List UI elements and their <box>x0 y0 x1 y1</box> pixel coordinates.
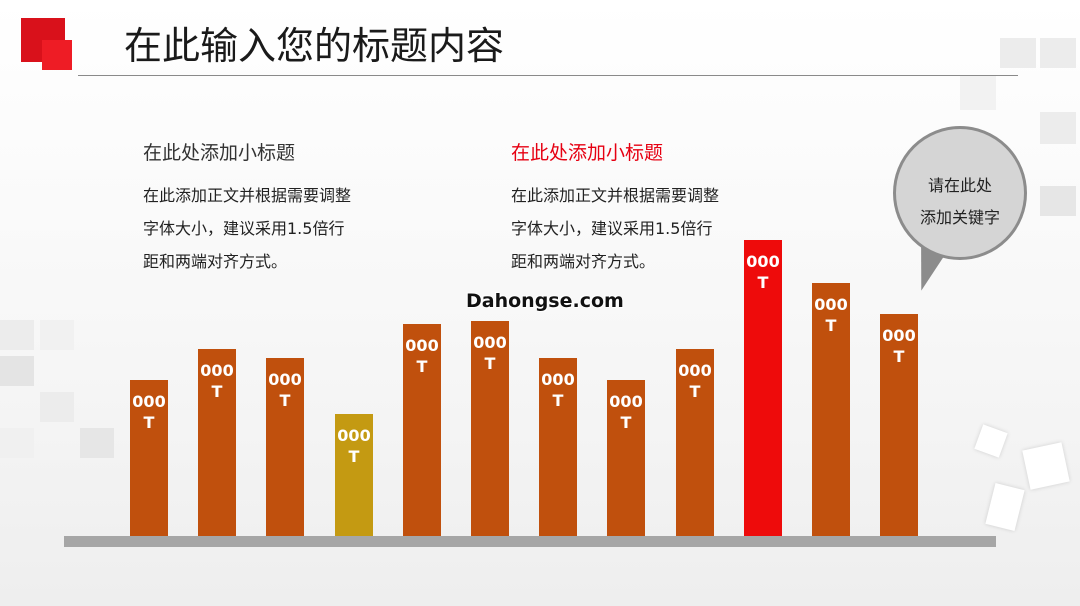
chart-bar: 000 T <box>471 321 509 536</box>
chart-bar: 000 T <box>130 380 168 536</box>
chart-bar: 000 T <box>676 349 714 536</box>
bar-label: T <box>143 413 155 432</box>
watermark-text: Dahongse.com <box>466 290 624 312</box>
bar-label: 000 <box>814 295 848 314</box>
bar-label: 000 <box>609 392 643 411</box>
bar-label: T <box>893 347 905 366</box>
bar-label: 000 <box>337 426 371 445</box>
left-body-line: 在此添加正文并根据需要调整 <box>143 186 352 205</box>
bar-label: 000 <box>541 370 575 389</box>
chart-bar: 000 T <box>198 349 236 536</box>
logo-square-front <box>42 40 72 70</box>
bar-label: T <box>552 391 564 410</box>
bar-label: T <box>620 413 632 432</box>
chart-bar: 000 T <box>744 240 782 536</box>
chart-bar: 000 T <box>607 380 645 536</box>
bar-label: T <box>757 273 769 292</box>
right-body-line: 在此添加正文并根据需要调整 <box>511 186 720 205</box>
bar-label: 000 <box>132 392 166 411</box>
bubble-line: 请在此处 <box>927 176 992 195</box>
paper-decoration <box>985 482 1025 532</box>
bar-label: 000 <box>473 333 507 352</box>
chart-baseline-shelf <box>64 536 996 547</box>
bar-label: T <box>689 382 701 401</box>
bar-label: 000 <box>746 252 780 271</box>
chart-bar: 000 T <box>880 314 918 536</box>
chart-bar: 000 T <box>539 358 577 536</box>
bubble-line: 添加关键字 <box>919 208 1000 227</box>
left-subheading[interactable]: 在此处添加小标题 <box>143 142 296 164</box>
paper-decoration <box>1022 442 1070 490</box>
bar-label: T <box>825 316 837 335</box>
right-body[interactable]: 在此添加正文并根据需要调整 字体大小，建议采用1.5倍行 距和两端对齐方式。 <box>511 179 771 278</box>
bar-label: T <box>279 391 291 410</box>
bar-label: 000 <box>882 326 916 345</box>
bar-label: T <box>484 354 496 373</box>
bar-label: T <box>211 382 223 401</box>
bar-label: T <box>348 447 360 466</box>
chart-bar: 000 T <box>266 358 304 536</box>
bar-label: 000 <box>268 370 302 389</box>
speech-bubble <box>893 126 1027 260</box>
speech-bubble-text[interactable]: 请在此处 添加关键字 <box>893 170 1027 234</box>
right-body-line: 字体大小，建议采用1.5倍行 <box>511 219 713 238</box>
page-title[interactable]: 在此输入您的标题内容 <box>124 24 505 68</box>
left-body[interactable]: 在此添加正文并根据需要调整 字体大小，建议采用1.5倍行 距和两端对齐方式。 <box>143 179 403 278</box>
chart-bar: 000 T <box>812 283 850 536</box>
bar-label: T <box>416 357 428 376</box>
chart-bar: 000 T <box>403 324 441 536</box>
bar-label: 000 <box>405 336 439 355</box>
right-body-line: 距和两端对齐方式。 <box>511 252 656 271</box>
bar-label: 000 <box>200 361 234 380</box>
title-divider <box>78 75 1018 76</box>
paper-decoration <box>974 424 1008 458</box>
bar-label: 000 <box>678 361 712 380</box>
left-body-line: 字体大小，建议采用1.5倍行 <box>143 219 345 238</box>
left-body-line: 距和两端对齐方式。 <box>143 252 288 271</box>
chart-bar: 000 T <box>335 414 373 536</box>
right-subheading[interactable]: 在此处添加小标题 <box>511 142 664 164</box>
